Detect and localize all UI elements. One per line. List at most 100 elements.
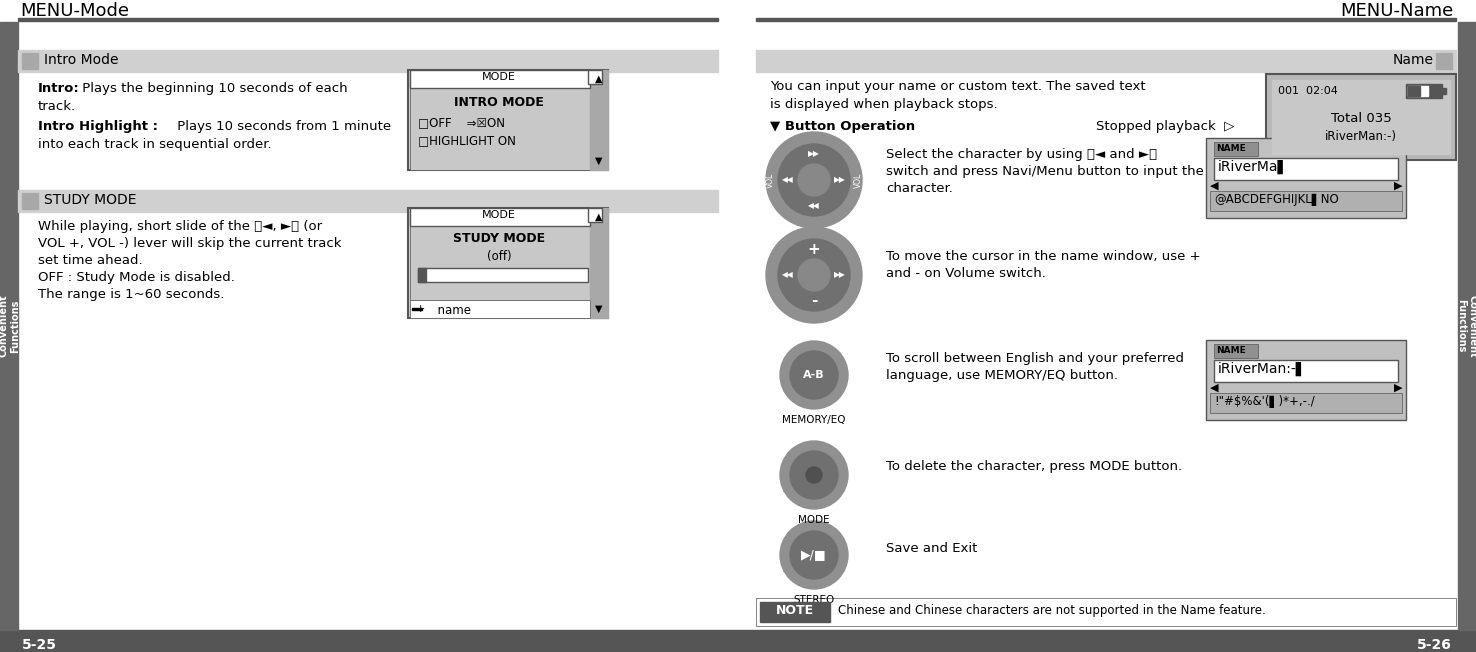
Text: ◀: ◀	[1210, 181, 1219, 191]
Text: MENU-Name: MENU-Name	[1340, 2, 1454, 20]
Circle shape	[778, 144, 850, 216]
Text: switch and press Navi/Menu button to input the: switch and press Navi/Menu button to inp…	[886, 165, 1204, 178]
Text: Chinese and Chinese characters are not supported in the Name feature.: Chinese and Chinese characters are not s…	[838, 604, 1266, 617]
Bar	[760, 602, 830, 622]
Bar	[756, 50, 1455, 72]
Circle shape	[790, 351, 838, 399]
Text: INTRO MODE: INTRO MODE	[455, 96, 545, 109]
Text: To move the cursor in the name window, use +: To move the cursor in the name window, u…	[886, 250, 1200, 263]
Bar	[1272, 80, 1449, 154]
Bar	[1408, 86, 1427, 96]
Text: Convenient
Functions: Convenient Functions	[1457, 295, 1476, 357]
Bar	[1213, 158, 1398, 180]
Text: iRiverMan:-): iRiverMan:-)	[1325, 130, 1396, 143]
Circle shape	[790, 531, 838, 579]
Bar	[410, 88, 590, 170]
Circle shape	[779, 341, 849, 409]
Text: STUDY MODE: STUDY MODE	[453, 232, 545, 245]
Text: @ABCDEFGHIJKL▌NO: @ABCDEFGHIJKL▌NO	[1213, 193, 1339, 206]
Text: ▶▶: ▶▶	[809, 149, 819, 158]
Text: ◀◀: ◀◀	[809, 201, 819, 211]
Bar	[410, 208, 590, 226]
Text: Intro:: Intro:	[38, 82, 80, 95]
Text: ◀: ◀	[1210, 383, 1219, 393]
Text: name: name	[430, 304, 471, 317]
Bar	[1213, 142, 1258, 156]
Text: ▶: ▶	[1393, 383, 1402, 393]
Text: ▶: ▶	[1393, 181, 1402, 191]
Bar	[410, 226, 590, 300]
Text: STEREO: STEREO	[794, 595, 834, 605]
Circle shape	[806, 467, 822, 483]
Bar	[756, 18, 1455, 21]
Bar	[418, 268, 587, 282]
Bar	[18, 190, 717, 212]
Text: iRiverMan:-▌: iRiverMan:-▌	[1218, 362, 1308, 376]
Bar	[1210, 191, 1402, 211]
Text: NAME: NAME	[1216, 144, 1246, 153]
Text: 5-25: 5-25	[22, 638, 58, 652]
Circle shape	[766, 227, 862, 323]
Text: +: +	[416, 304, 425, 314]
Text: NAME: NAME	[1216, 346, 1246, 355]
Circle shape	[778, 239, 850, 311]
Bar	[1206, 138, 1407, 218]
Bar	[590, 70, 608, 170]
Text: ▶▶: ▶▶	[834, 271, 846, 280]
Text: ▶/■: ▶/■	[801, 548, 827, 561]
Text: To delete the character, press MODE button.: To delete the character, press MODE butt…	[886, 460, 1182, 473]
Text: While playing, short slide of the ⏮◄, ►⏭ (or: While playing, short slide of the ⏮◄, ►⏭…	[38, 220, 322, 233]
Text: 5-26: 5-26	[1417, 638, 1452, 652]
Bar	[407, 208, 608, 318]
Text: MENU-Mode: MENU-Mode	[21, 2, 128, 20]
Bar	[18, 50, 717, 72]
Bar	[1213, 344, 1258, 358]
Text: character.: character.	[886, 182, 953, 195]
Text: iRiverMa▌: iRiverMa▌	[1218, 160, 1289, 174]
Text: ▼ Button Operation: ▼ Button Operation	[770, 120, 915, 133]
Bar	[407, 70, 608, 170]
Text: A-B: A-B	[803, 370, 825, 380]
Text: Intro Highlight :: Intro Highlight :	[38, 120, 158, 133]
Bar	[590, 208, 608, 318]
Text: and - on Volume switch.: and - on Volume switch.	[886, 267, 1046, 280]
Bar	[1407, 84, 1442, 98]
Text: !"#$%&'(▌)*+,-./: !"#$%&'(▌)*+,-./	[1213, 395, 1315, 408]
Circle shape	[766, 132, 862, 228]
Text: is displayed when playback stops.: is displayed when playback stops.	[770, 98, 998, 111]
Bar	[1210, 393, 1402, 413]
Text: -: -	[810, 293, 818, 308]
Text: ▼: ▼	[595, 156, 602, 166]
Text: MODE: MODE	[799, 515, 830, 525]
Text: VOL +, VOL -) lever will skip the current track: VOL +, VOL -) lever will skip the curren…	[38, 237, 341, 250]
Text: +: +	[807, 241, 821, 256]
Bar	[1266, 74, 1455, 160]
Bar	[22, 53, 38, 69]
Text: Total 035: Total 035	[1331, 112, 1392, 125]
Text: Plays the beginning 10 seconds of each: Plays the beginning 10 seconds of each	[78, 82, 348, 95]
Bar	[0, 630, 1476, 652]
Bar	[587, 70, 602, 84]
Bar	[1213, 360, 1398, 382]
Bar	[587, 208, 602, 222]
Text: Stopped playback  ▷: Stopped playback ▷	[1097, 120, 1234, 133]
Text: □HIGHLIGHT ON: □HIGHLIGHT ON	[418, 134, 517, 147]
Text: 001  02:04: 001 02:04	[1278, 86, 1337, 96]
Circle shape	[779, 441, 849, 509]
Text: 0: 0	[418, 270, 424, 279]
Text: MEMORY/EQ: MEMORY/EQ	[782, 415, 846, 425]
Bar	[1206, 340, 1407, 420]
Circle shape	[799, 259, 830, 291]
Circle shape	[799, 164, 830, 196]
Text: Plays 10 seconds from 1 minute: Plays 10 seconds from 1 minute	[173, 120, 391, 133]
Text: Name: Name	[1393, 53, 1435, 67]
Bar	[410, 70, 590, 88]
Text: The range is 1~60 seconds.: The range is 1~60 seconds.	[38, 288, 224, 301]
Text: into each track in sequential order.: into each track in sequential order.	[38, 138, 272, 151]
Bar	[412, 308, 422, 310]
Text: ◀◀: ◀◀	[782, 175, 794, 185]
Bar	[418, 268, 427, 282]
Text: language, use MEMORY/EQ button.: language, use MEMORY/EQ button.	[886, 369, 1117, 382]
Circle shape	[790, 451, 838, 499]
Text: ▶▶: ▶▶	[834, 175, 846, 185]
